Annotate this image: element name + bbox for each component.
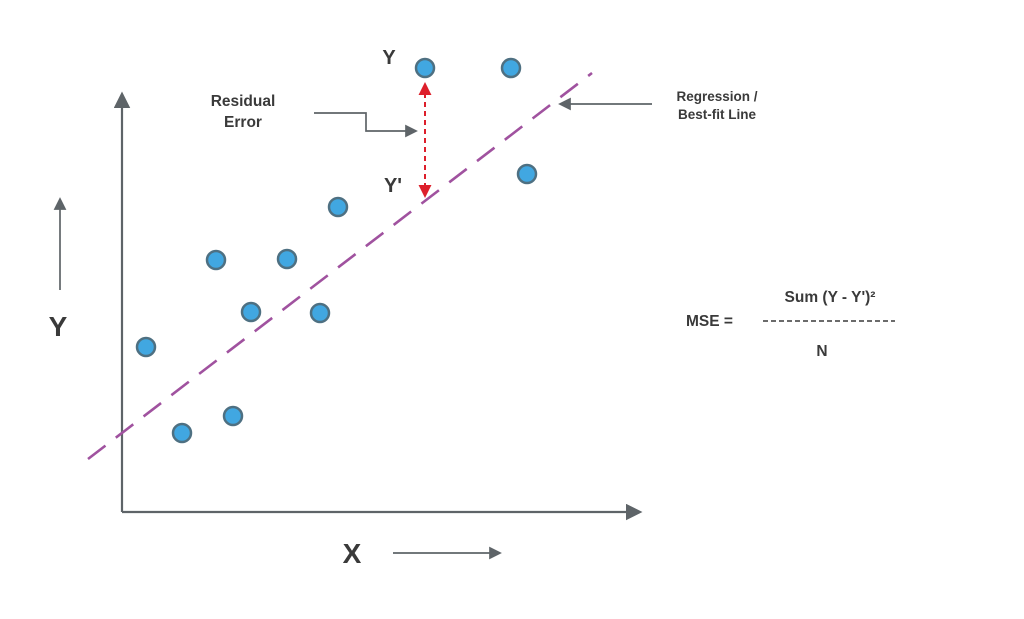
regression-line [87, 71, 593, 461]
mse-numerator: Sum (Y - Y')² [785, 289, 876, 306]
data-point [135, 336, 157, 358]
data-point [500, 57, 522, 79]
y-axis-label: Y [49, 311, 68, 342]
data-point [171, 422, 193, 444]
data-points [135, 57, 538, 444]
residual-error-label-line2: Error [224, 114, 262, 131]
data-point [516, 163, 538, 185]
data-point [276, 248, 298, 270]
data-point [414, 57, 436, 79]
data-point [205, 249, 227, 271]
data-point [222, 405, 244, 427]
point-y-prime-label: Y' [384, 175, 402, 197]
residual-error-label-line1: Residual [211, 93, 276, 110]
x-axis-label: X [343, 538, 362, 569]
data-point [309, 302, 331, 324]
data-point [327, 196, 349, 218]
data-point [240, 301, 262, 323]
mse-denominator: N [816, 343, 827, 360]
regression-label-line1: Regression / [676, 89, 757, 104]
regression-label-line2: Best-fit Line [678, 107, 756, 122]
point-y-label: Y [382, 47, 396, 69]
mse-lhs: MSE = [686, 313, 733, 330]
residual-connector-arrow [314, 112, 418, 138]
